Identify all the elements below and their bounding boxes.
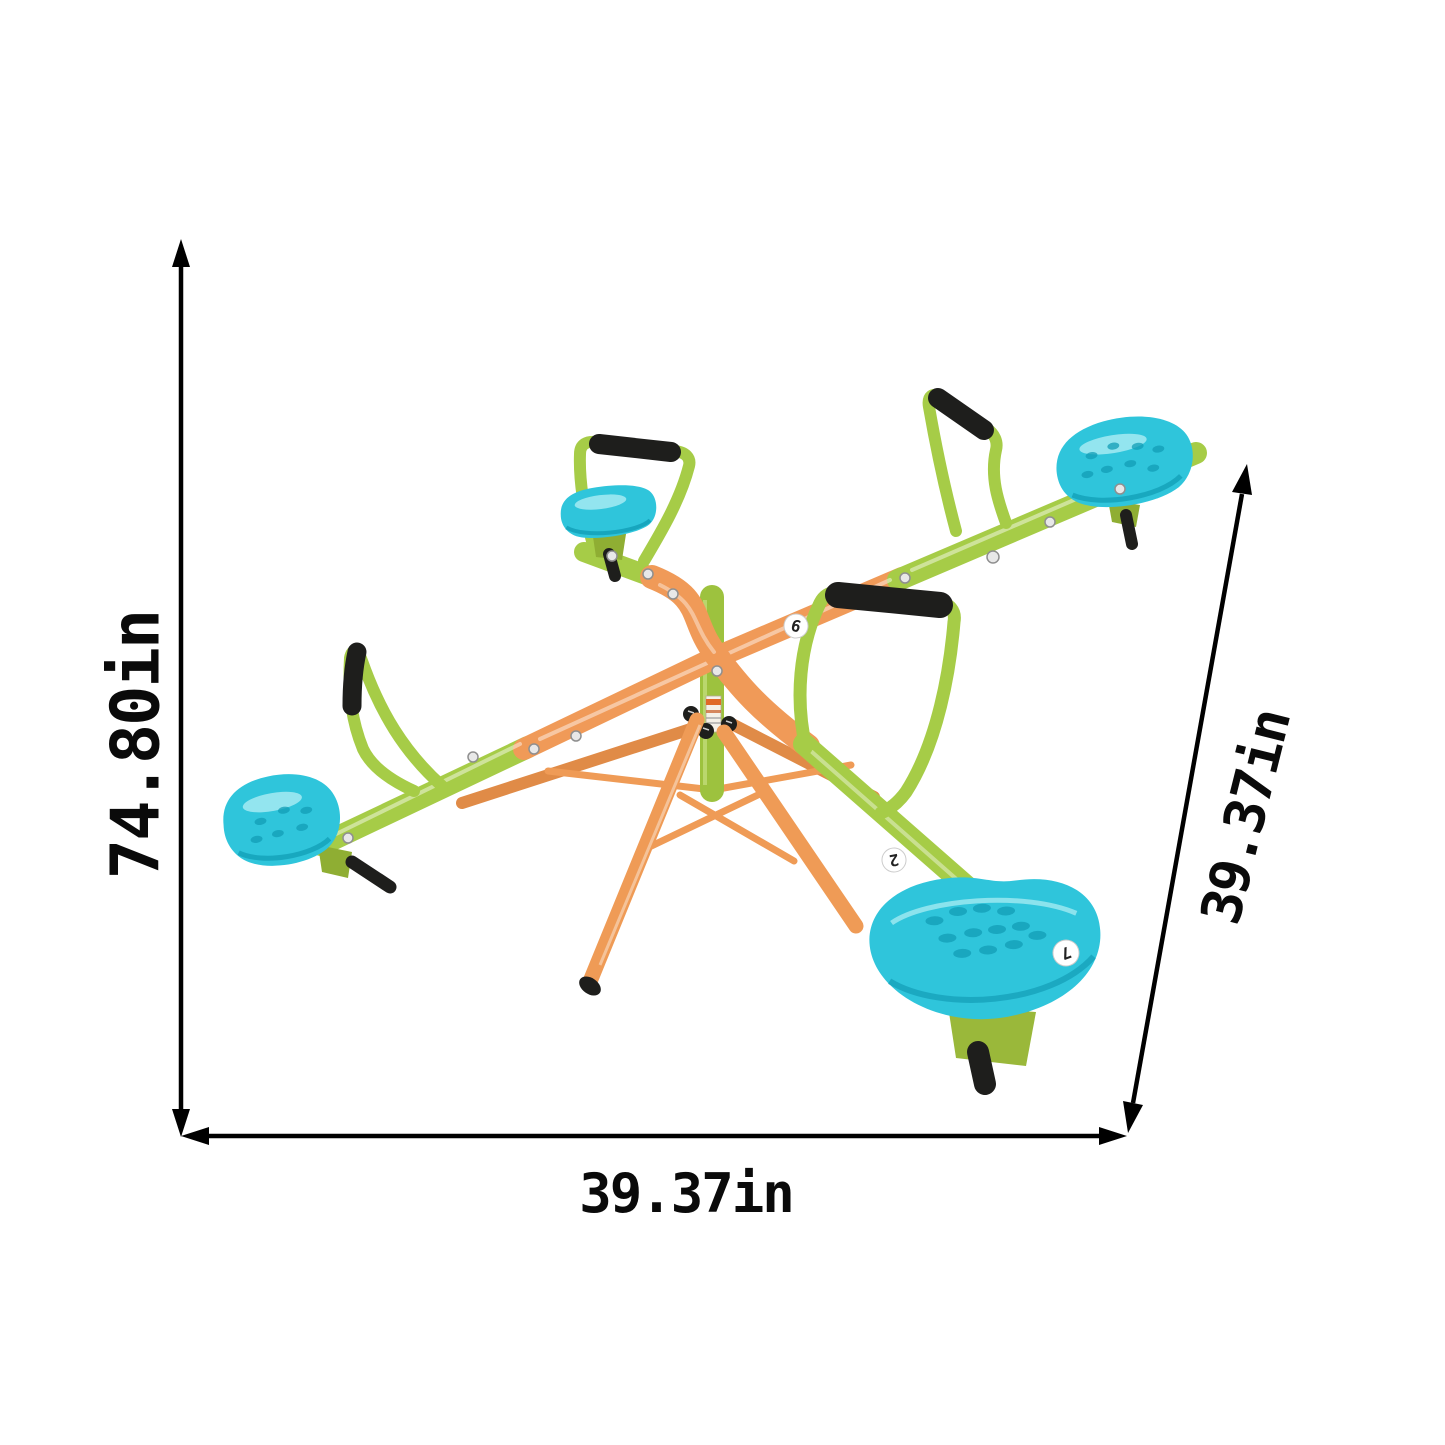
svg-text:6: 6: [789, 616, 803, 637]
handlebar-grip: [589, 434, 681, 462]
sticker-hub: 6: [783, 613, 809, 639]
footrest-peg: [345, 855, 397, 894]
arrowhead-left: [181, 1127, 209, 1145]
height-dimension-label: 74.80in: [96, 610, 175, 880]
handlebar-top: [573, 434, 696, 567]
leg-foot-cap: [579, 976, 601, 996]
footrest-peg: [967, 1041, 996, 1095]
seat-right: [1056, 416, 1193, 508]
arrowhead-down-left: [1123, 1101, 1143, 1133]
handlebar-grip: [342, 642, 367, 716]
arrowhead-up: [172, 239, 190, 267]
stand-front-legs: [579, 712, 864, 996]
seat-top: [560, 485, 657, 538]
bolts: [342, 483, 1126, 844]
part-stickers: 6 2 7: [783, 613, 1080, 967]
handlebar-grip: [825, 582, 953, 618]
dimension-line-width: [181, 1127, 1127, 1145]
seat-front-bracket: [948, 1006, 1036, 1095]
warning-label: [705, 695, 722, 733]
sticker-seat: 7: [1052, 939, 1080, 967]
handlebar-right: [922, 388, 1012, 537]
seat-front: [869, 877, 1101, 1020]
handlebar-left: [342, 642, 448, 797]
seat-left-bracket: [318, 845, 397, 894]
handlebar-front: [793, 582, 961, 820]
handlebar-grip: [928, 388, 994, 440]
seat-left: [223, 774, 340, 866]
svg-text:2: 2: [888, 850, 901, 870]
dimension-line-depth: [1123, 464, 1252, 1133]
width-dimension-label: 39.37in: [579, 1162, 795, 1225]
arrowhead-up-right: [1232, 464, 1252, 495]
footrest-peg: [1120, 509, 1138, 550]
dimension-lines: [172, 239, 1252, 1145]
arrowhead-down: [172, 1109, 190, 1137]
sticker-beam: 2: [881, 847, 907, 873]
dimension-line-height: [172, 239, 190, 1137]
arrowhead-right: [1099, 1127, 1127, 1145]
